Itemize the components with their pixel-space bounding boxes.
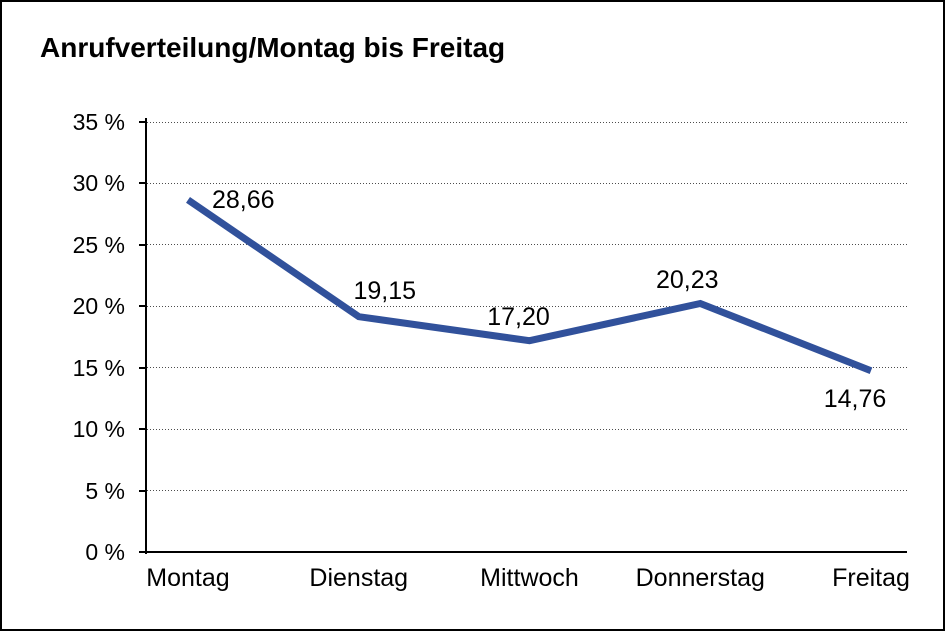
y-axis-tick-25 — [139, 243, 147, 246]
y-axis-tick-15 — [139, 366, 147, 369]
y-axis-label: 5 % — [85, 477, 125, 504]
y-axis-label: 15 % — [72, 354, 125, 381]
gridline-15 — [147, 367, 907, 369]
y-axis-label: 0 % — [85, 539, 125, 565]
y-axis-tick-35 — [139, 121, 147, 123]
y-axis-tick-30 — [139, 182, 147, 185]
data-label-montag: 28,66 — [212, 185, 275, 214]
y-axis-tick-20 — [139, 305, 147, 308]
x-axis-label-montag: Montag — [146, 564, 230, 592]
chart-title: Anrufverteilung/Montag bis Freitag — [40, 32, 506, 63]
y-axis-tick-0 — [139, 551, 147, 553]
y-axis-tick-10 — [139, 428, 147, 431]
y-axis-label: 20 % — [72, 293, 125, 320]
y-axis-label: 35 % — [72, 109, 125, 135]
data-label-dienstag: 19,15 — [353, 276, 417, 305]
x-axis-label-donnerstag: Donnerstag — [635, 564, 765, 592]
x-axis-label-mittwoch: Mittwoch — [480, 564, 579, 592]
y-axis-label: 25 % — [72, 231, 125, 258]
y-axis-label: 30 % — [72, 170, 125, 197]
x-axis-label-freitag: Freitag — [832, 564, 910, 592]
y-axis-label: 10 % — [72, 416, 125, 443]
y-axis-tick-5 — [139, 489, 147, 492]
y-axis-line — [145, 118, 147, 554]
x-axis-line — [145, 551, 907, 553]
series-line — [186, 197, 873, 374]
gridline-30 — [147, 182, 907, 184]
gridline-5 — [147, 490, 907, 492]
data-label-mittwoch: 17,20 — [487, 302, 550, 331]
data-label-freitag: 14,76 — [823, 384, 887, 413]
gridline-20 — [147, 305, 907, 307]
gridline-35 — [147, 121, 907, 123]
data-label-donnerstag: 20,23 — [655, 266, 719, 295]
gridline-25 — [147, 244, 907, 246]
gridline-10 — [147, 428, 907, 430]
x-axis-label-dienstag: Dienstag — [309, 564, 409, 592]
